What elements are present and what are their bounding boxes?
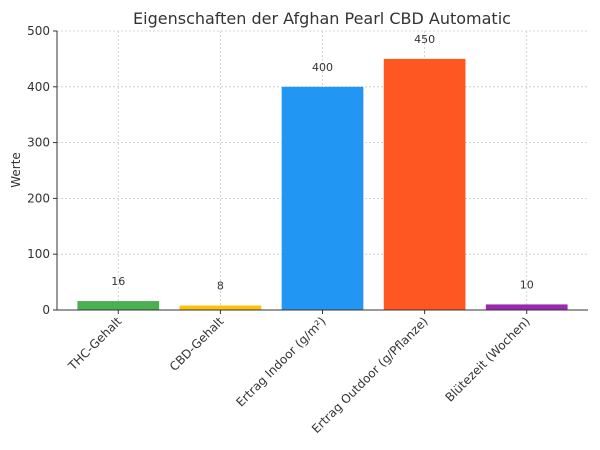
bar (485, 304, 568, 310)
bar (383, 58, 466, 311)
axes (53, 30, 588, 314)
data-label: 10 (520, 278, 534, 291)
y-tick-label: 100 (27, 247, 50, 261)
x-tick-label: Blütezeit (Wochen) (442, 314, 532, 404)
chart-title: Eigenschaften der Afghan Pearl CBD Autom… (133, 9, 511, 28)
bars (77, 58, 568, 311)
bar (179, 305, 262, 310)
y-tick-label: 400 (27, 80, 50, 94)
y-tick-label: 500 (27, 24, 50, 38)
y-tick-label: 300 (27, 136, 50, 150)
x-tick-label: Ertrag Outdoor (g/Pflanze) (309, 314, 431, 436)
x-tick-label: Ertrag Indoor (g/m²) (233, 314, 328, 409)
bar (281, 86, 364, 310)
data-label: 400 (312, 61, 333, 74)
y-axis-label: Werte (9, 152, 23, 188)
y-tick-label: 200 (27, 191, 50, 205)
data-label: 8 (217, 280, 224, 293)
x-tick-label: CBD-Gehalt (167, 314, 227, 374)
x-tick-label: THC-Gehalt (65, 314, 125, 374)
y-tick-label: 0 (42, 303, 50, 317)
data-label: 16 (111, 275, 125, 288)
data-label: 450 (414, 33, 435, 46)
bar (77, 301, 160, 310)
